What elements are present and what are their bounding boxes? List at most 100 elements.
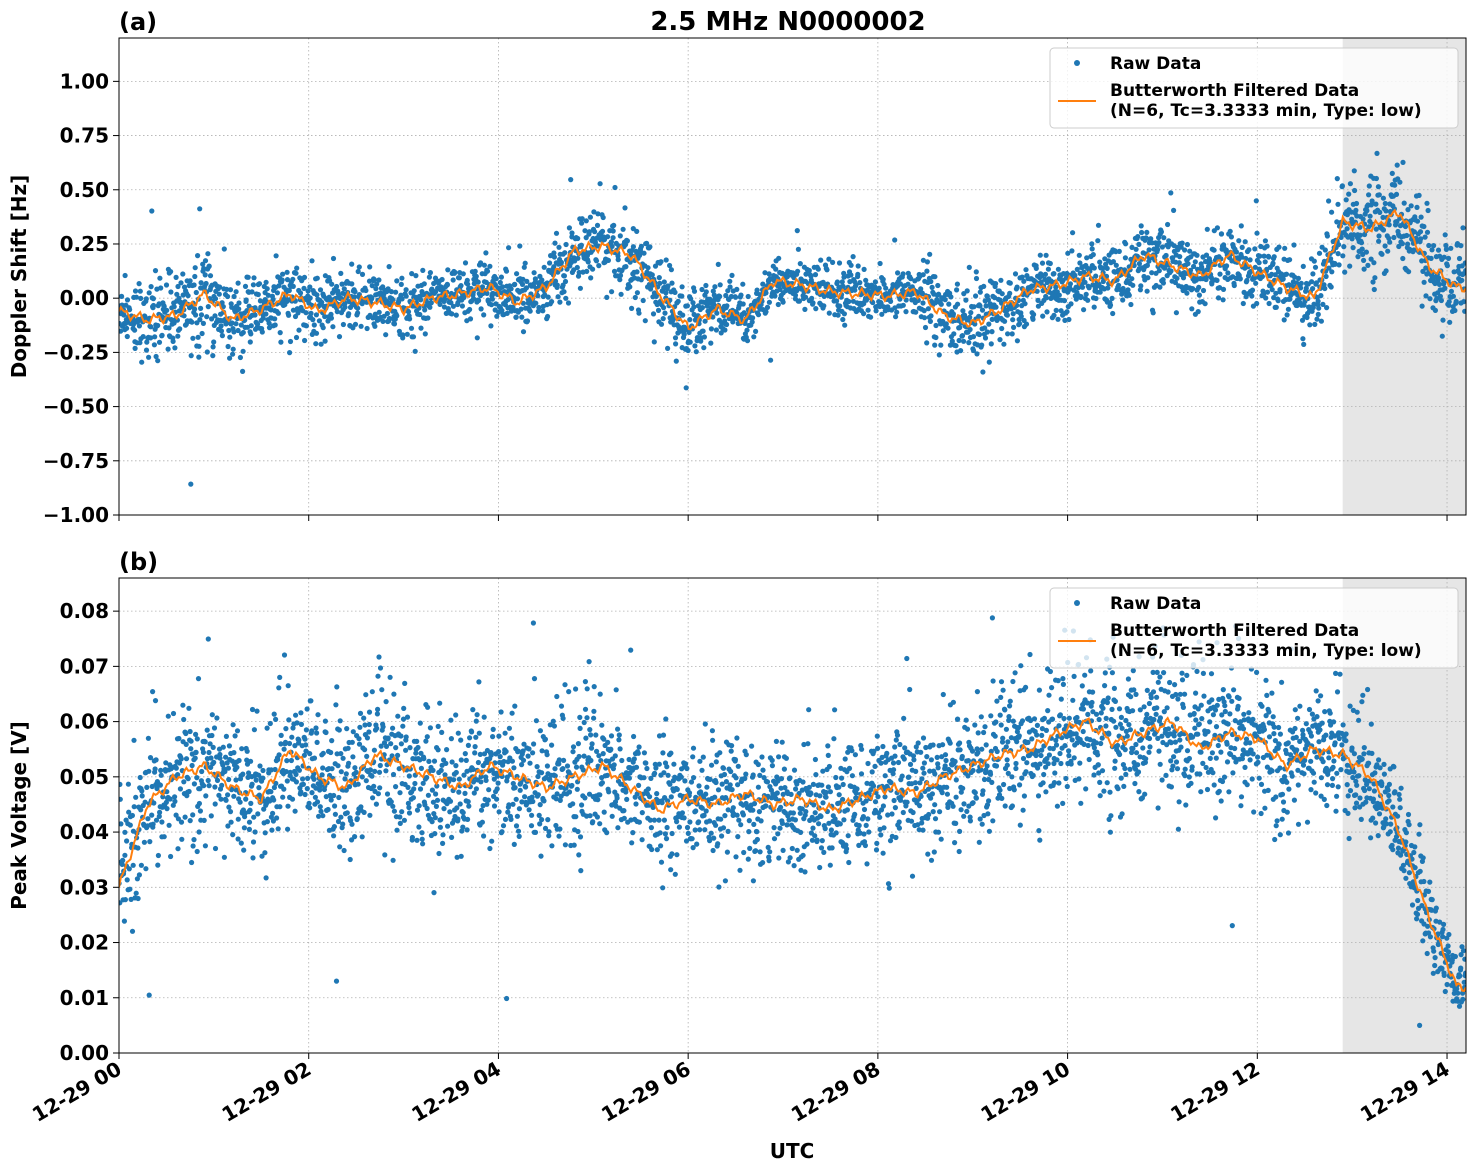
- raw-data-point: [535, 792, 541, 798]
- raw-data-point: [1461, 299, 1466, 305]
- raw-data-point: [986, 321, 992, 327]
- raw-data-point: [1069, 248, 1075, 254]
- raw-data-point: [269, 827, 275, 833]
- raw-data-point: [405, 784, 411, 791]
- raw-data-point: [352, 321, 359, 327]
- raw-data-point: [684, 303, 691, 309]
- raw-data-point: [1148, 236, 1154, 242]
- raw-data-point: [1266, 300, 1272, 307]
- raw-data-point: [200, 749, 206, 756]
- raw-data-point: [765, 844, 771, 851]
- raw-data-point: [280, 794, 286, 800]
- raw-data-point: [723, 795, 729, 801]
- raw-data-point: [1276, 244, 1282, 250]
- raw-data-point: [599, 780, 606, 786]
- raw-data-point: [639, 837, 645, 843]
- raw-data-point: [426, 274, 432, 280]
- raw-data-point: [1429, 247, 1435, 253]
- raw-data-point: [231, 293, 237, 300]
- raw-data-point: [798, 867, 804, 873]
- raw-data-point: [234, 728, 241, 734]
- raw-data-point: [1128, 301, 1134, 308]
- raw-data-point: [837, 821, 843, 827]
- raw-data-point: [724, 321, 730, 328]
- raw-data-point: [435, 747, 441, 753]
- raw-data-point: [630, 830, 636, 836]
- raw-data-point: [1310, 271, 1316, 277]
- raw-data-point: [188, 481, 194, 487]
- raw-data-point: [119, 293, 125, 299]
- raw-data-point: [1091, 265, 1097, 271]
- raw-data-point: [147, 839, 153, 845]
- raw-data-point: [1085, 297, 1091, 303]
- raw-data-point: [149, 812, 155, 818]
- raw-data-point: [673, 358, 679, 364]
- raw-data-point: [252, 305, 258, 311]
- raw-data-point: [649, 846, 655, 853]
- raw-data-point: [1055, 266, 1061, 272]
- raw-data-point: [385, 735, 391, 741]
- raw-data-point: [591, 708, 597, 714]
- raw-data-point: [641, 775, 647, 781]
- raw-data-point: [165, 713, 171, 719]
- raw-data-point: [519, 281, 526, 287]
- raw-data-point: [609, 813, 615, 819]
- raw-data-point: [394, 827, 400, 833]
- raw-data-point: [334, 751, 340, 757]
- raw-data-point: [231, 750, 237, 756]
- raw-data-point: [305, 288, 311, 294]
- raw-data-point: [175, 816, 181, 822]
- raw-data-point: [498, 709, 504, 715]
- raw-data-point: [924, 340, 930, 346]
- raw-data-point: [518, 306, 524, 312]
- raw-data-point: [1342, 269, 1348, 275]
- raw-data-point: [573, 764, 580, 770]
- raw-data-point: [712, 794, 718, 800]
- raw-data-point: [560, 715, 566, 722]
- raw-data-point: [472, 750, 478, 756]
- raw-data-point: [541, 264, 547, 270]
- raw-data-point: [363, 778, 369, 784]
- raw-data-point: [1182, 271, 1188, 277]
- raw-data-point: [219, 333, 225, 339]
- raw-data-point: [314, 739, 320, 746]
- raw-data-point: [143, 296, 149, 302]
- raw-data-point: [932, 274, 938, 280]
- raw-data-point: [895, 270, 901, 276]
- raw-data-point: [338, 270, 344, 276]
- raw-data-point: [631, 733, 637, 740]
- raw-data-point: [150, 689, 156, 695]
- raw-data-point: [207, 741, 213, 747]
- raw-data-point: [527, 308, 533, 314]
- raw-data-point: [967, 314, 973, 320]
- raw-data-point: [1408, 203, 1414, 209]
- raw-data-point: [658, 259, 664, 265]
- raw-data-point: [1343, 197, 1349, 203]
- raw-data-point: [334, 684, 340, 690]
- raw-data-point: [776, 855, 782, 861]
- raw-data-point: [187, 728, 193, 735]
- raw-data-point: [1448, 245, 1454, 251]
- raw-data-point: [1365, 262, 1371, 268]
- y-tick-label: −0.75: [43, 449, 109, 473]
- raw-data-point: [721, 771, 728, 778]
- raw-data-point: [537, 802, 543, 808]
- raw-data-point: [1352, 187, 1358, 194]
- raw-data-point: [665, 283, 671, 289]
- raw-data-point: [231, 793, 237, 799]
- raw-data-point: [612, 184, 618, 191]
- raw-data-point: [561, 289, 567, 295]
- raw-data-point: [802, 306, 808, 312]
- raw-data-point: [484, 290, 490, 296]
- raw-data-point: [132, 288, 139, 294]
- raw-data-point: [547, 260, 553, 266]
- raw-data-point: [524, 278, 530, 284]
- raw-data-point: [852, 287, 858, 293]
- raw-data-point: [470, 707, 476, 713]
- raw-data-point: [1295, 275, 1301, 281]
- raw-data-point: [1116, 248, 1122, 254]
- raw-data-point: [710, 847, 716, 854]
- raw-data-point: [417, 311, 423, 318]
- raw-data-point: [499, 829, 505, 835]
- raw-data-point: [595, 211, 601, 217]
